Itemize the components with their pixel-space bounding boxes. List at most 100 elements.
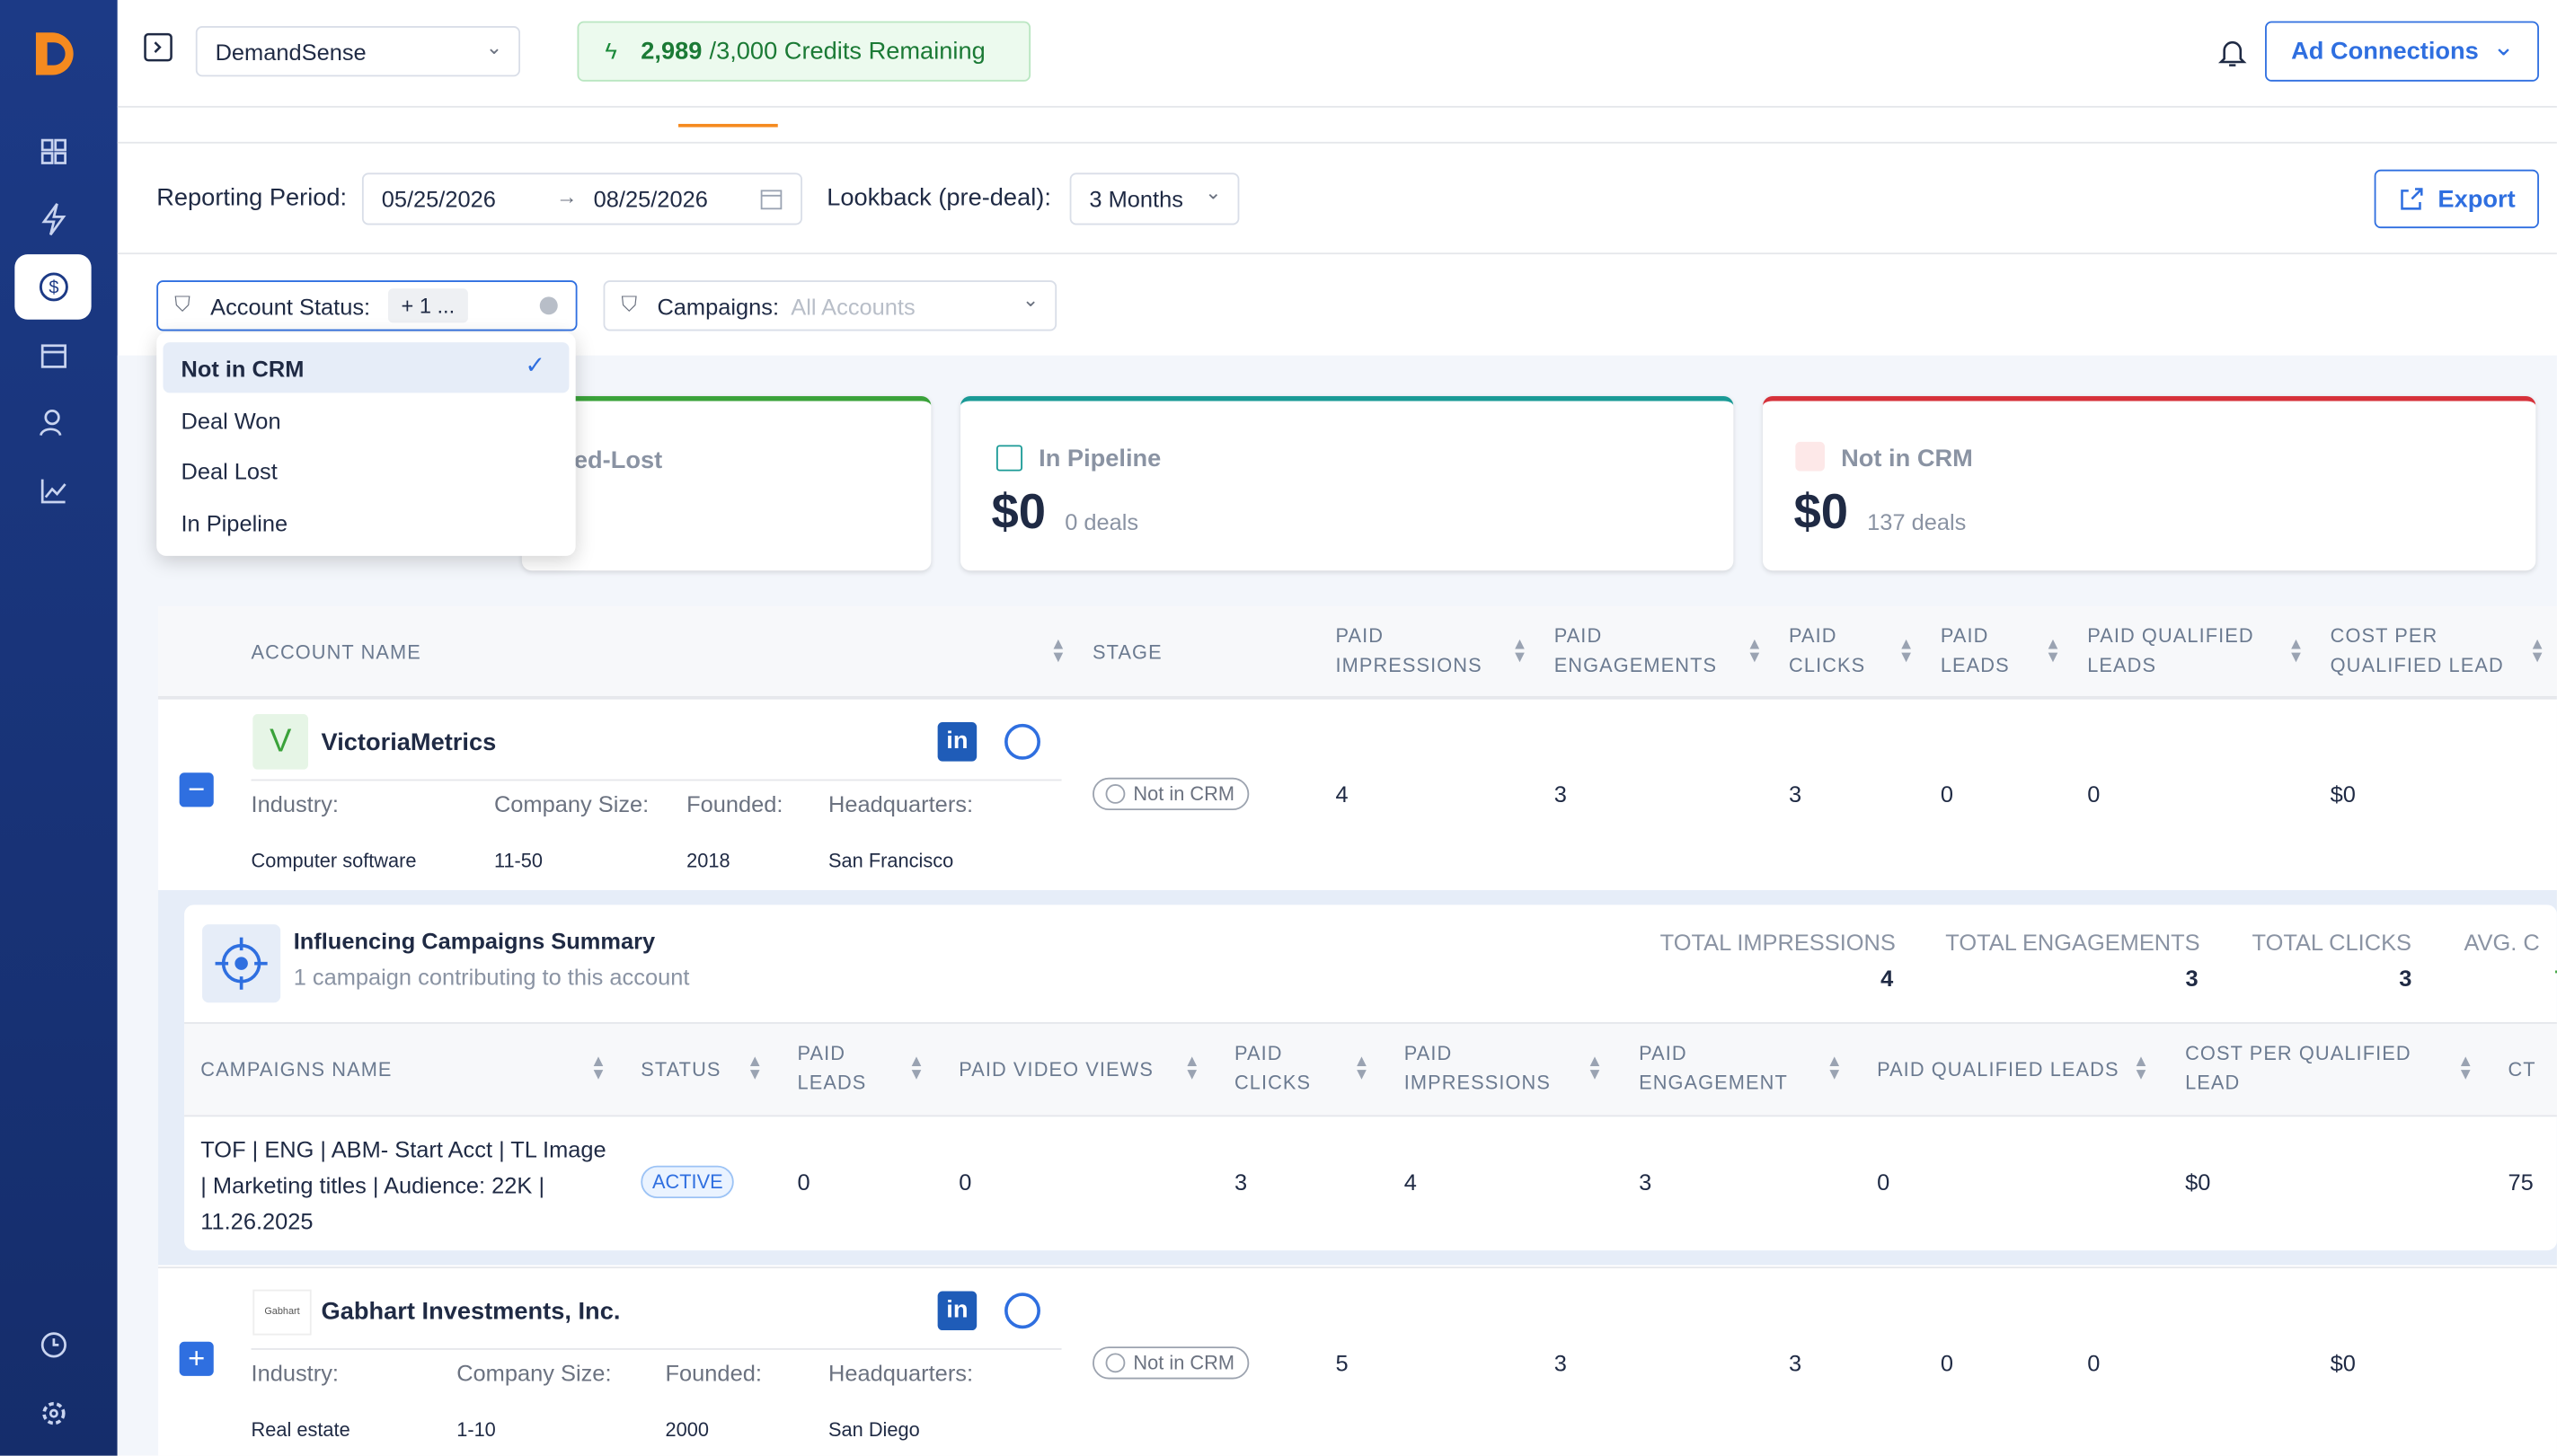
- metric-value: 3: [1553, 1349, 1567, 1376]
- campaign-value: 75: [2508, 1169, 2534, 1196]
- sort-icon[interactable]: ▲ ▼: [2287, 635, 2305, 667]
- campaigns-placeholder: All Accounts: [791, 293, 916, 320]
- export-label: Export: [2438, 185, 2516, 214]
- lookback-select[interactable]: 3 Months ⌄: [1069, 172, 1240, 225]
- sort-icon[interactable]: ▲ ▼: [747, 1053, 764, 1084]
- sort-icon[interactable]: ▲ ▼: [1049, 635, 1066, 667]
- campaign-column-header: PAID IMPRESSIONS: [1403, 1041, 1551, 1094]
- start-date: 05/25/2026: [381, 185, 496, 212]
- reporting-label: Reporting Period:: [156, 184, 348, 212]
- campaign-column-header: CAMPAIGNS NAME: [200, 1057, 393, 1081]
- notifications[interactable]: [2217, 36, 2247, 68]
- workspace-select[interactable]: DemandSense ⌄: [195, 26, 520, 77]
- sidebar-toggle[interactable]: [144, 32, 173, 62]
- account-status-label: Account Status:: [210, 293, 371, 320]
- metric-value: 0: [1940, 781, 1954, 807]
- active-tab-indicator: [678, 123, 778, 128]
- total-value: 3: [2399, 965, 2412, 992]
- nav-accounts[interactable]: [32, 401, 75, 443]
- website-icon[interactable]: [1004, 723, 1040, 760]
- sort-icon[interactable]: ▲ ▼: [2133, 1053, 2149, 1084]
- column-header: PAID QUALIFIED LEADS: [2087, 624, 2254, 677]
- account-name[interactable]: Gabhart Investments, Inc.: [321, 1297, 621, 1326]
- export-icon: [2401, 188, 2423, 210]
- account-status-chip: + 1 ...: [387, 288, 468, 323]
- dropdown-option[interactable]: Deal Lost: [181, 458, 278, 485]
- date-range[interactable]: 05/25/2026 → 08/25/2026: [361, 172, 802, 225]
- website-icon[interactable]: [1004, 1293, 1040, 1329]
- sort-icon[interactable]: ▲ ▼: [1898, 635, 1915, 667]
- linkedin-icon[interactable]: in: [937, 1291, 978, 1331]
- campaign-value: 4: [1403, 1169, 1417, 1196]
- card-label: In Pipeline: [1039, 445, 1162, 473]
- sort-icon[interactable]: ▲ ▼: [2045, 635, 2061, 667]
- metric-value: 5: [1335, 1349, 1349, 1376]
- status-badge: ACTIVE: [641, 1165, 735, 1199]
- column-header: PAID ENGAGEMENTS: [1553, 624, 1718, 677]
- ad-connections-button[interactable]: Ad Connections ⌄: [2265, 21, 2539, 82]
- nav-signals[interactable]: [32, 198, 75, 240]
- ad-connections-label: Ad Connections: [2291, 37, 2479, 66]
- filter-icon: ⛉: [621, 291, 638, 317]
- sort-icon[interactable]: ▲ ▼: [1183, 1053, 1200, 1084]
- sort-icon[interactable]: ▲ ▼: [1826, 1053, 1843, 1084]
- detail-value: Real estate: [251, 1418, 350, 1442]
- sort-icon[interactable]: ▲ ▼: [1511, 635, 1528, 667]
- campaigns-filter[interactable]: ⛉ Campaigns: All Accounts ⌄: [603, 280, 1057, 331]
- campaign-column-header: STATUS: [641, 1057, 721, 1081]
- clear-button[interactable]: [539, 296, 558, 315]
- card-icon: [1795, 441, 1825, 472]
- calendar-icon: [760, 190, 783, 210]
- divider: [117, 252, 2557, 255]
- campaign-value: 0: [1877, 1169, 1890, 1196]
- sort-icon[interactable]: ▲ ▼: [590, 1053, 607, 1084]
- sort-icon[interactable]: ▲ ▼: [1746, 635, 1763, 667]
- detail-label: Founded:: [665, 1359, 762, 1386]
- total-label: TOTAL ENGAGEMENTS: [1945, 929, 2200, 956]
- campaign-value: 3: [1234, 1169, 1248, 1196]
- card-sub: 137 deals: [1867, 508, 1967, 535]
- detail-label: Headquarters:: [828, 790, 974, 817]
- campaign-column-header: PAID VIDEO VIEWS: [959, 1057, 1154, 1081]
- account-name[interactable]: VictoriaMetrics: [321, 728, 497, 757]
- dropdown-option[interactable]: In Pipeline: [181, 509, 288, 536]
- campaign-value: 0: [959, 1169, 972, 1196]
- dropdown-option[interactable]: Deal Won: [181, 406, 281, 433]
- detail-value: 2018: [686, 849, 730, 873]
- sort-icon[interactable]: ▲ ▼: [907, 1053, 925, 1084]
- nav-revenue-active[interactable]: $: [14, 254, 92, 320]
- sort-icon[interactable]: ▲ ▼: [2457, 1053, 2474, 1084]
- row-divider: [158, 1266, 2557, 1269]
- total-value: 3: [2185, 965, 2199, 992]
- export-button[interactable]: Export: [2374, 169, 2539, 229]
- card-sub: 0 deals: [1065, 508, 1139, 535]
- linkedin-icon[interactable]: in: [937, 722, 978, 762]
- end-date: 08/25/2026: [593, 185, 708, 212]
- nav-dashboard[interactable]: [32, 130, 75, 172]
- detail-label: Headquarters:: [828, 1359, 974, 1386]
- expand-button[interactable]: +: [179, 1341, 214, 1376]
- detail-label: Founded:: [686, 790, 783, 817]
- dropdown-option[interactable]: Not in CRM: [181, 355, 305, 382]
- account-status-filter[interactable]: ⛉ Account Status: + 1 ...: [156, 280, 578, 331]
- card-value: $0: [991, 485, 1047, 540]
- info-icon: [1105, 784, 1126, 804]
- sort-icon[interactable]: ▲ ▼: [1353, 1053, 1370, 1084]
- company-logo: V: [252, 713, 309, 770]
- collapse-button[interactable]: −: [179, 772, 214, 807]
- lookback-value: 3 Months: [1089, 185, 1183, 212]
- nav-analytics[interactable]: [32, 470, 75, 512]
- nav-history[interactable]: [32, 1324, 75, 1366]
- sort-icon[interactable]: ▲ ▼: [1586, 1053, 1603, 1084]
- workspace-name: DemandSense: [215, 39, 367, 66]
- credits-total: /3,000 Credits Remaining: [709, 37, 986, 66]
- card-icon: [995, 445, 1023, 472]
- nav-calendar[interactable]: [32, 334, 75, 376]
- metric-value: 3: [1789, 781, 1802, 807]
- nav-settings[interactable]: [32, 1392, 75, 1434]
- campaign-column-header: PAID ENGAGEMENT: [1639, 1041, 1788, 1094]
- campaigns-subtitle: 1 campaign contributing to this account: [293, 963, 690, 990]
- sort-icon[interactable]: ▲ ▼: [2529, 635, 2546, 667]
